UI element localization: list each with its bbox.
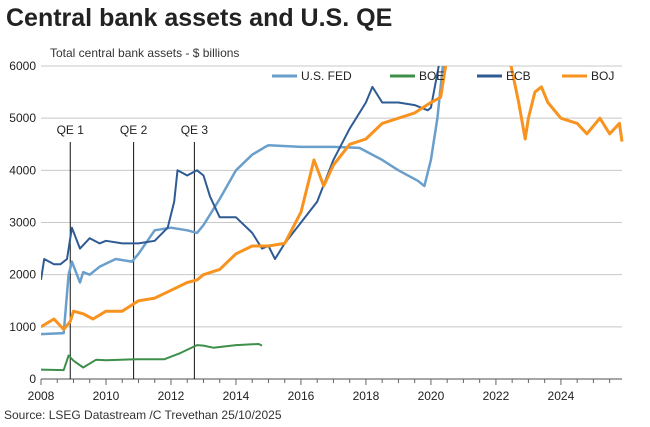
series-line-u-s-fed xyxy=(41,66,445,336)
qe-marker-label: QE 2 xyxy=(120,123,148,137)
legend-label: BOJ xyxy=(591,69,614,83)
qe-marker-label: QE 1 xyxy=(57,123,85,137)
source-note: Source: LSEG Datastream /C Trevethan 25/… xyxy=(4,408,282,422)
y-tick-label: 5000 xyxy=(9,111,36,125)
x-tick-label: 2014 xyxy=(223,389,250,403)
chart-title: Central bank assets and U.S. QE xyxy=(6,4,393,32)
legend-label: U.S. FED xyxy=(301,69,352,83)
x-tick-label: 2024 xyxy=(548,389,575,403)
y-tick-label: 3000 xyxy=(9,216,36,230)
x-tick-label: 2010 xyxy=(93,389,120,403)
y-tick-label: 1000 xyxy=(9,320,36,334)
x-tick-label: 2016 xyxy=(288,389,315,403)
series-line-ecb xyxy=(41,66,440,281)
y-axis-label: Total central bank assets - $ billions xyxy=(50,46,240,60)
y-tick-label: 6000 xyxy=(9,59,36,73)
series-line-boe xyxy=(41,343,263,372)
x-tick-label: 2008 xyxy=(28,389,55,403)
x-tick-label: 2012 xyxy=(158,389,185,403)
legend-label: BOE xyxy=(419,69,444,83)
x-tick-label: 2022 xyxy=(483,389,510,403)
legend-label: ECB xyxy=(506,69,531,83)
y-tick-label: 0 xyxy=(29,372,36,386)
y-tick-label: 2000 xyxy=(9,268,36,282)
series-line-boj xyxy=(41,66,624,331)
y-tick-label: 4000 xyxy=(9,163,36,177)
x-tick-label: 2018 xyxy=(353,389,380,403)
x-tick-label: 2020 xyxy=(418,389,445,403)
qe-marker-label: QE 3 xyxy=(181,123,209,137)
